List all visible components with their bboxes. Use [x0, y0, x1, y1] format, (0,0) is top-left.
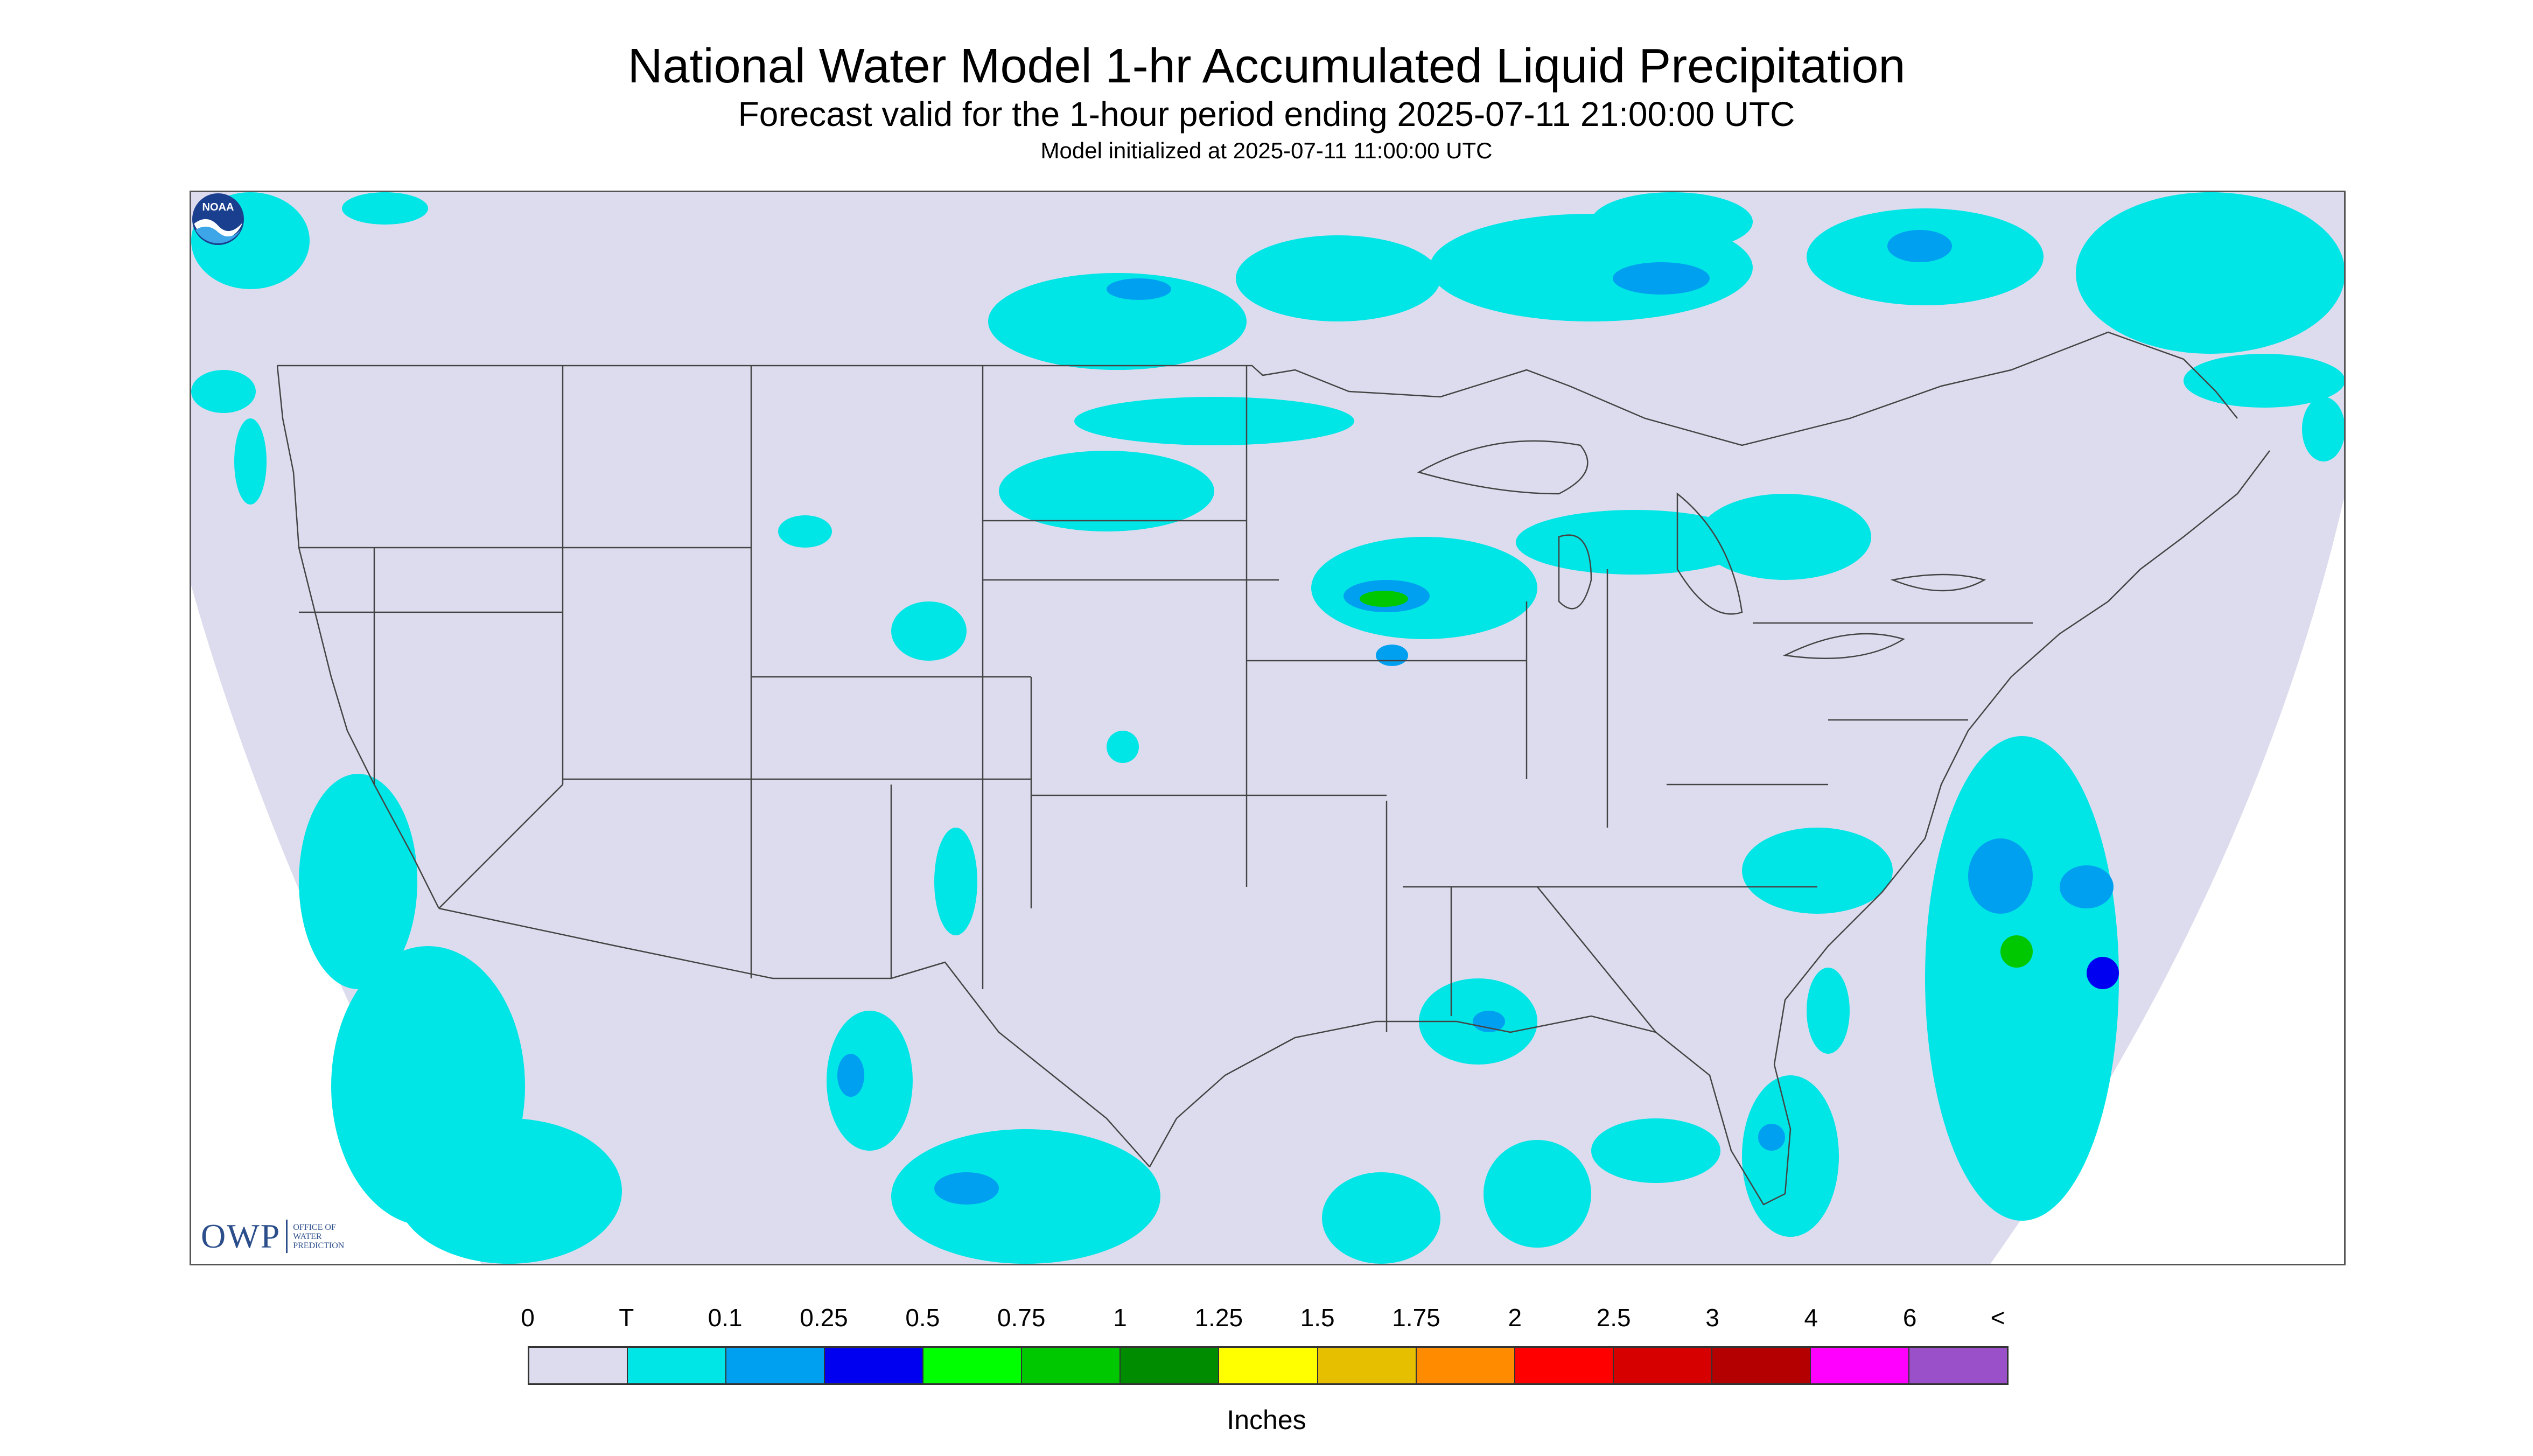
legend-tick-label: 0.5 [905, 1304, 940, 1332]
pacific-coast [276, 365, 440, 909]
precip-area-light [934, 1172, 999, 1205]
precip-area-trace [1322, 1172, 1440, 1264]
owp-sub-line-2: WATER [293, 1231, 322, 1241]
precip-area-trace [1236, 235, 1440, 321]
precip-area-trace [1591, 1118, 1720, 1183]
legend-swatch [1121, 1348, 1220, 1383]
map-title: National Water Model 1-hr Accumulated Li… [627, 39, 1906, 93]
legend-tick-label: 1.5 [1300, 1304, 1335, 1332]
legend-tick-label: T [619, 1304, 634, 1332]
atlantic-coast [1773, 450, 2270, 1065]
precip-area-light [1376, 645, 1408, 666]
legend-units: Inches [1227, 1405, 1306, 1435]
state-borders [276, 331, 2270, 1206]
precip-area-trace [234, 418, 267, 505]
precip-area-trace [1107, 731, 1139, 763]
legend-swatch [1712, 1348, 1811, 1383]
legend-swatch [1515, 1348, 1614, 1383]
gulf-coast [1149, 1015, 1792, 1206]
legend-tick-label: 1.75 [1392, 1304, 1440, 1332]
legend-tick-labels: 0 T 0.1 0.25 0.5 0.75 1 1.25 1.5 1.75 2 2.5 3 4 6 < [521, 1303, 2009, 1335]
precip-area-trace [1807, 968, 1850, 1054]
precip-area-trace [891, 1129, 1160, 1264]
legend-tick-label: 2 [1508, 1304, 1522, 1332]
precip-area-light [1968, 838, 2033, 914]
precip-area-light [1473, 1011, 1505, 1032]
map-subtitle: Forecast valid for the 1-hour period end… [738, 95, 1795, 134]
precip-area-trace [2184, 354, 2344, 408]
precip-area-trace [2302, 397, 2344, 461]
owp-logo-subtext: OFFICE OF WATER PREDICTION [293, 1223, 344, 1250]
legend-tick-label: 1 [1113, 1304, 1127, 1332]
precip-area-trace [1484, 1140, 1591, 1248]
noaa-logo: NOAA [192, 193, 244, 245]
owp-sub-line-3: PREDICTION [293, 1241, 345, 1250]
precip-area-trace [299, 774, 417, 989]
legend-swatch [1219, 1348, 1318, 1383]
legend-swatch [529, 1348, 628, 1383]
precip-area-trace [191, 370, 256, 413]
legend-tick-label: 1.25 [1194, 1304, 1243, 1332]
precip-area-trace [891, 601, 967, 661]
legend-tick-label: 0.1 [708, 1304, 743, 1332]
precip-area-trace [988, 273, 1247, 370]
precip-area-light [1107, 278, 1171, 300]
legend-tick-label: 3 [1705, 1304, 1719, 1332]
legend-tick-label: 0.25 [800, 1304, 848, 1332]
precip-area-heavy [2000, 935, 2033, 968]
owp-logo-divider [286, 1220, 288, 1253]
precip-area-light [2060, 865, 2114, 908]
legend-swatch [1416, 1348, 1515, 1383]
precip-area-trace [1742, 828, 1893, 914]
precip-area-trace [342, 192, 428, 225]
legend-tick-label: 0 [521, 1304, 535, 1332]
legend-tick-label: 2.5 [1596, 1304, 1631, 1332]
owp-sub-line-1: OFFICE OF [293, 1222, 336, 1232]
precip-area-light [1887, 230, 1952, 262]
owp-logo-text: OWP [201, 1217, 281, 1255]
legend-tick-label: < [1990, 1304, 2005, 1332]
precip-area-moderate [2087, 957, 2119, 989]
owp-logo: OWP OFFICE OF WATER PREDICTION [201, 1216, 344, 1256]
legend-swatch [825, 1348, 924, 1383]
us-mexico-border [438, 907, 1150, 1167]
precip-area-trace [396, 1118, 622, 1264]
legend-swatch [1909, 1348, 2007, 1383]
precip-area-trace [1699, 494, 1871, 580]
noaa-logo-text: NOAA [202, 201, 234, 213]
precip-area-light [1613, 262, 1710, 295]
precip-area-trace [778, 515, 832, 548]
great-lakes [1417, 440, 1986, 659]
legend-tick-label: 6 [1902, 1304, 1917, 1332]
model-domain [191, 192, 2344, 1264]
map-svg [191, 192, 2344, 1264]
legend-swatch [726, 1348, 825, 1383]
state-lines [299, 366, 2033, 1033]
legend-tick-label: 0.75 [997, 1304, 1046, 1332]
color-legend [528, 1346, 2009, 1385]
precip-area-trace [2076, 192, 2344, 354]
precip-area-trace [999, 451, 1214, 531]
legend-swatch [1318, 1348, 1417, 1383]
model-init-time: Model initialized at 2025-07-11 11:00:00… [1040, 138, 1493, 163]
legend-swatch [1810, 1348, 1909, 1383]
precipitation-map: OWP OFFICE OF WATER PREDICTION NOAA [190, 191, 2346, 1265]
legend-swatch [1022, 1348, 1121, 1383]
legend-swatch [1613, 1348, 1712, 1383]
precip-area-trace [934, 828, 977, 935]
precip-area-trace [1516, 510, 1753, 575]
us-canada-border [277, 331, 2238, 446]
legend-swatch [628, 1348, 727, 1383]
precipitation-overlay [191, 192, 2344, 1264]
precip-area-trace [1311, 537, 1537, 639]
legend-tick-label: 4 [1804, 1304, 1818, 1332]
precip-area-trace [1742, 1075, 1839, 1237]
precip-area-trace [827, 1011, 913, 1151]
legend-swatch [923, 1348, 1023, 1383]
precip-area-trace [1591, 192, 1753, 251]
precip-area-heavy [1360, 591, 1408, 607]
precip-area-light [837, 1054, 864, 1097]
precip-area-light [1758, 1124, 1785, 1151]
precip-area-trace [1074, 397, 1354, 445]
